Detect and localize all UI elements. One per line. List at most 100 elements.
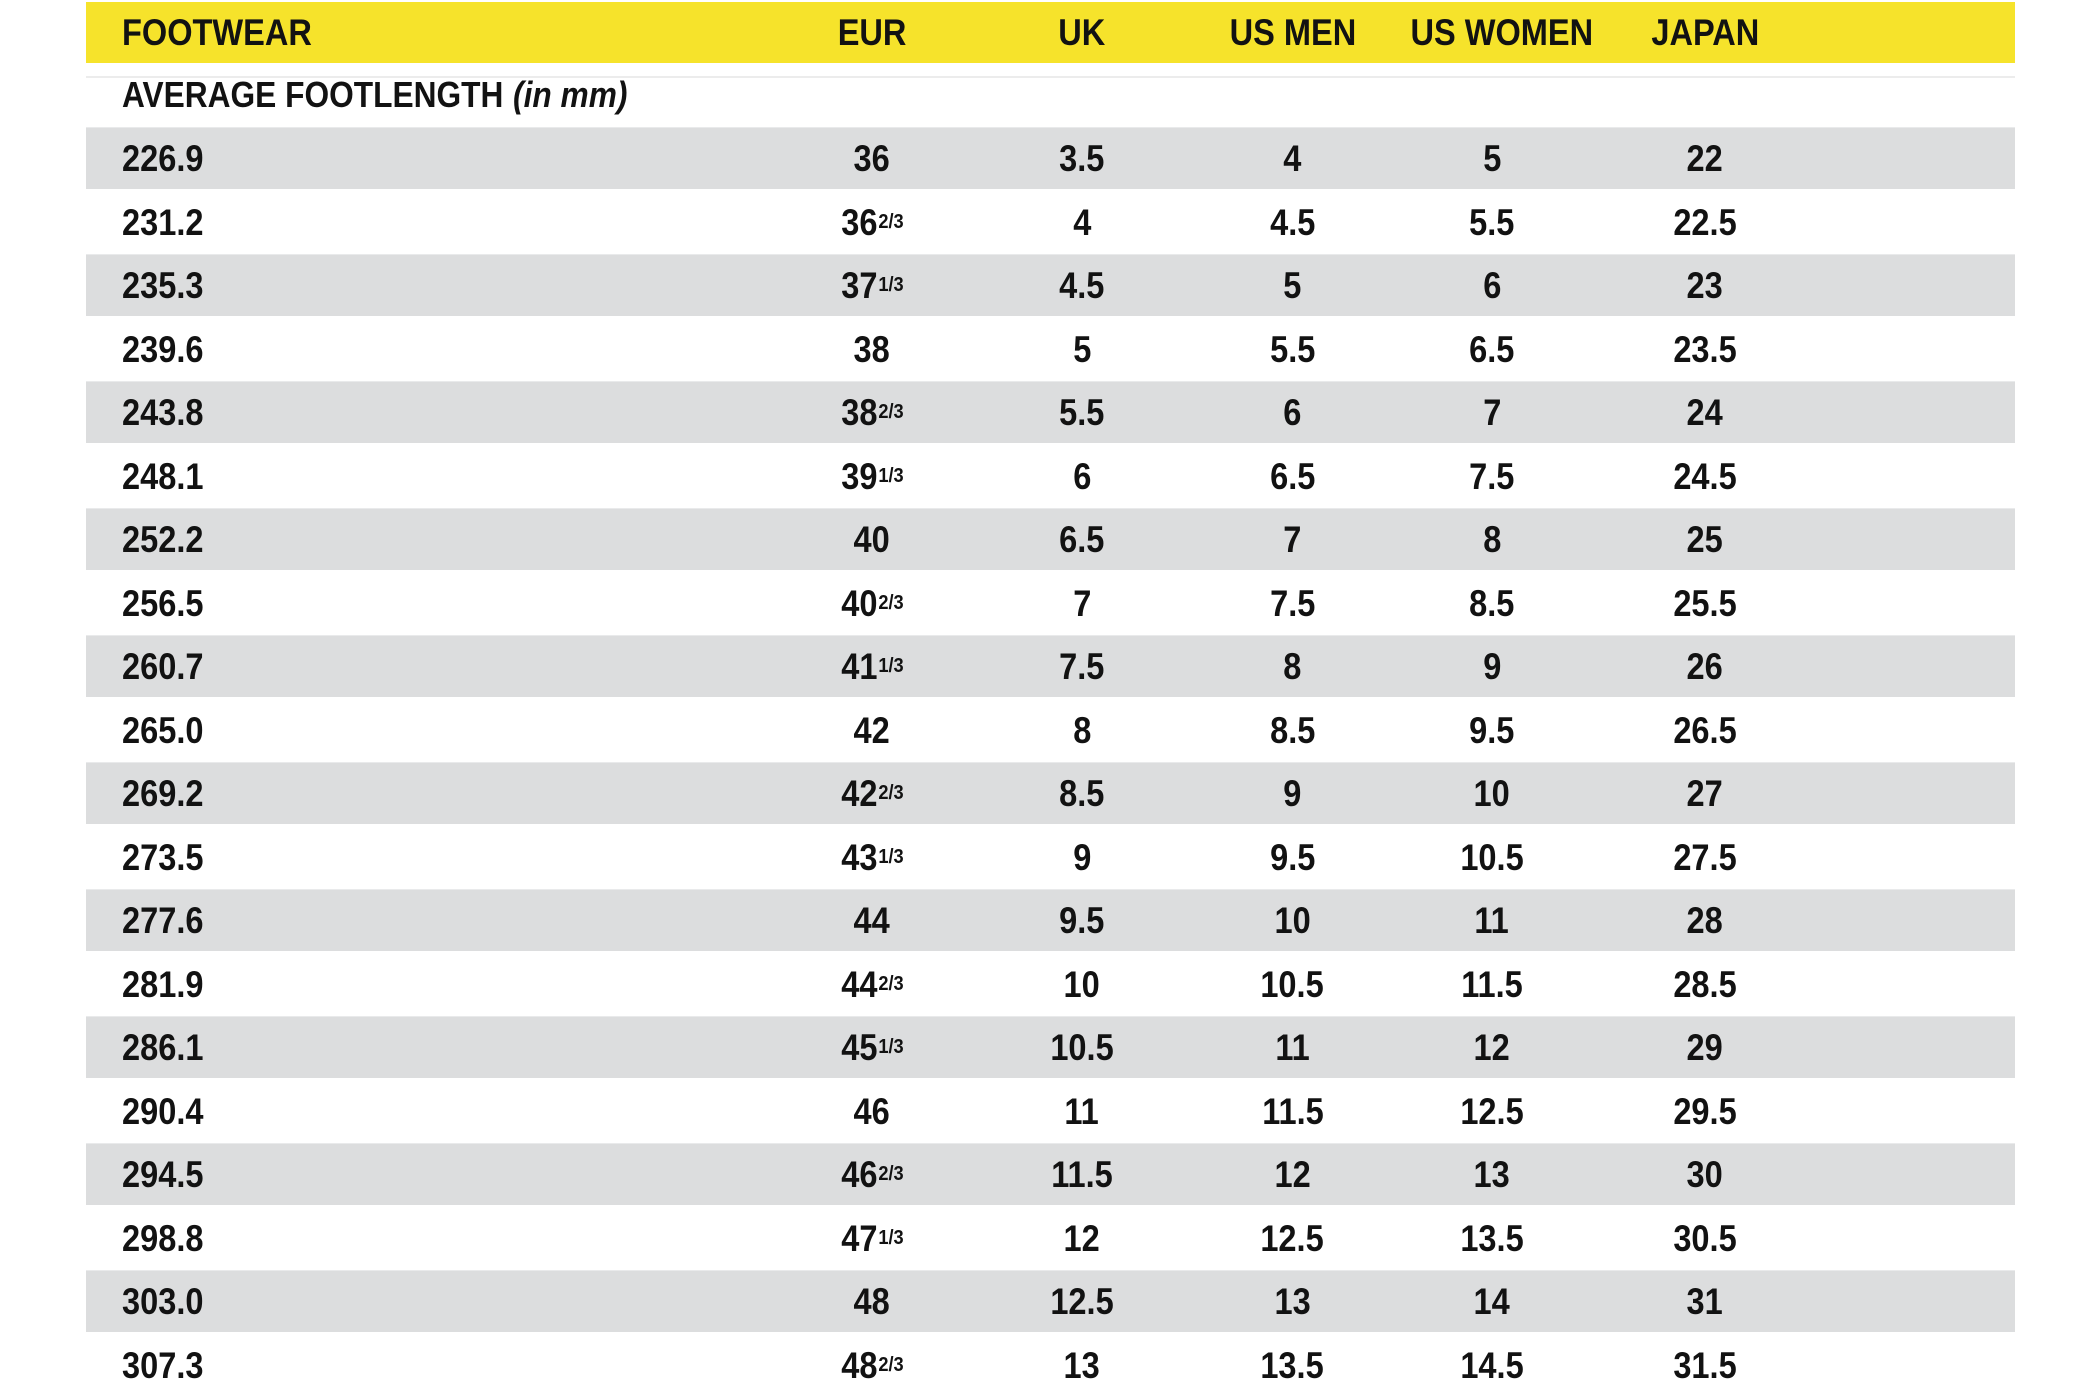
cell-value: 9	[1072, 836, 1092, 878]
cell-us-women: 9	[1398, 648, 1586, 685]
cell-us-women: 8	[1398, 521, 1586, 558]
cell-us-men: 7	[1187, 521, 1398, 558]
cell-us-women: 10	[1398, 775, 1586, 812]
cell-value: 5.5	[1059, 392, 1105, 434]
cell-value: 451/3	[840, 1027, 904, 1069]
table-row: 260.7 411/3 7.5 8 9 26	[86, 635, 2015, 699]
cell-value: 30	[1686, 1154, 1724, 1196]
cell-value: 44	[853, 900, 891, 942]
column-header-footwear-label: FOOTWEAR	[122, 12, 312, 53]
column-header-footwear: FOOTWEAR	[86, 14, 767, 51]
cell-value: 252.2	[122, 519, 204, 561]
column-header-us-women: US WOMEN	[1398, 14, 1593, 51]
cell-us-women: 14	[1398, 1283, 1586, 1320]
column-header-eur-label: EUR	[837, 12, 907, 53]
cell-japan: 24.5	[1586, 458, 1824, 495]
cell-mm: 235.3	[86, 267, 767, 304]
cell-uk: 6	[977, 458, 1187, 495]
fraction-superscript: 2/3	[877, 209, 904, 233]
cell-value: 6.5	[1059, 519, 1105, 561]
size-conversion-table: FOOTWEAR EUR UK US MEN US WOMEN JAPAN AV…	[86, 2, 2015, 1397]
cell-value: 13	[1274, 1281, 1311, 1323]
cell-eur: 482/3	[767, 1347, 977, 1384]
cell-us-men: 13	[1187, 1283, 1398, 1320]
cell-value: 303.0	[122, 1281, 204, 1323]
table-row: 307.3 482/3 13 13.5 14.5 31.5	[86, 1334, 2015, 1398]
cell-eur: 371/3	[767, 267, 977, 304]
cell-value: 25	[1686, 519, 1724, 561]
table-row: 277.6 44 9.5 10 11 28	[86, 889, 2015, 953]
cell-mm: 252.2	[86, 521, 767, 558]
cell-us-women: 12	[1398, 1029, 1586, 1066]
cell-us-women: 12.5	[1398, 1093, 1586, 1130]
cell-value: 6	[1482, 265, 1502, 307]
cell-eur: 36	[767, 140, 977, 177]
cell-eur: 48	[767, 1283, 977, 1320]
cell-value: 31.5	[1673, 1344, 1737, 1386]
cell-japan: 22	[1586, 140, 1824, 177]
cell-value: 5.5	[1269, 328, 1316, 370]
cell-value: 5.5	[1469, 201, 1515, 243]
cell-value: 298.8	[122, 1217, 204, 1259]
table-row: 294.5 462/3 11.5 12 13 30	[86, 1143, 2015, 1207]
cell-value: 362/3	[840, 201, 904, 243]
cell-uk: 8.5	[977, 775, 1187, 812]
cell-japan: 31.5	[1586, 1347, 1824, 1384]
cell-value: 273.5	[122, 836, 204, 878]
cell-us-men: 9	[1187, 775, 1398, 812]
fraction-superscript: 2/3	[877, 971, 904, 995]
cell-value: 10.5	[1050, 1027, 1114, 1069]
cell-eur: 471/3	[767, 1220, 977, 1257]
cell-value: 4.5	[1269, 201, 1316, 243]
cell-value: 402/3	[840, 582, 904, 624]
cell-value: 46	[853, 1090, 891, 1132]
cell-uk: 11	[977, 1093, 1187, 1130]
cell-value: 40	[853, 519, 891, 561]
cell-us-men: 8	[1187, 648, 1398, 685]
subheader-text: AVERAGE FOOTLENGTH (in mm)	[122, 77, 627, 113]
cell-japan: 23	[1586, 267, 1824, 304]
cell-value: 11	[1064, 1090, 1100, 1132]
cell-mm: 307.3	[86, 1347, 767, 1384]
cell-value: 27.5	[1673, 836, 1737, 878]
cell-value: 6	[1283, 392, 1302, 434]
cell-uk: 10	[977, 966, 1187, 1003]
cell-eur: 46	[767, 1093, 977, 1130]
cell-value: 25.5	[1673, 582, 1737, 624]
cell-value: 11.5	[1051, 1154, 1113, 1196]
cell-value: 7.5	[1269, 582, 1316, 624]
cell-value: 7.5	[1059, 646, 1105, 688]
cell-value: 23	[1686, 265, 1724, 307]
cell-mm: 269.2	[86, 775, 767, 812]
cell-uk: 12.5	[977, 1283, 1187, 1320]
cell-uk: 11.5	[977, 1156, 1187, 1193]
cell-japan: 28	[1586, 902, 1824, 939]
cell-value: 260.7	[122, 646, 204, 688]
cell-us-women: 10.5	[1398, 839, 1586, 876]
cell-value: 9.5	[1469, 709, 1515, 751]
cell-value: 26	[1686, 646, 1724, 688]
table-row: 298.8 471/3 12 12.5 13.5 30.5	[86, 1207, 2015, 1271]
table-subheader-row: AVERAGE FOOTLENGTH (in mm)	[86, 63, 2015, 127]
cell-value: 9	[1283, 773, 1302, 815]
cell-value: 239.6	[122, 328, 204, 370]
cell-value: 12.5	[1050, 1281, 1114, 1323]
cell-value: 4	[1283, 138, 1302, 180]
fraction-superscript: 2/3	[877, 590, 904, 614]
cell-us-women: 8.5	[1398, 585, 1586, 622]
cell-japan: 29	[1586, 1029, 1824, 1066]
cell-mm: 273.5	[86, 839, 767, 876]
table-row: 290.4 46 11 11.5 12.5 29.5	[86, 1080, 2015, 1144]
cell-japan: 28.5	[1586, 966, 1824, 1003]
cell-uk: 7.5	[977, 648, 1187, 685]
cell-us-women: 11.5	[1398, 966, 1586, 1003]
cell-value: 23.5	[1673, 328, 1737, 370]
cell-japan: 29.5	[1586, 1093, 1824, 1130]
cell-value: 12.5	[1260, 1217, 1325, 1259]
cell-japan: 24	[1586, 394, 1824, 431]
cell-value: 42	[853, 709, 891, 751]
cell-value: 11	[1474, 900, 1510, 942]
cell-value: 22.5	[1673, 201, 1737, 243]
cell-uk: 6.5	[977, 521, 1187, 558]
